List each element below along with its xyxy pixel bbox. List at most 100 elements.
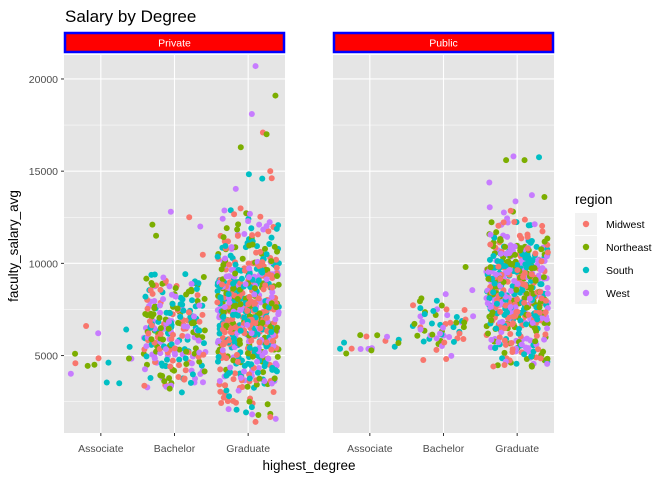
data-point: [272, 360, 279, 367]
data-point: [460, 335, 467, 342]
data-point: [84, 362, 91, 369]
data-point: [174, 305, 181, 312]
data-point: [162, 346, 169, 353]
data-point: [194, 331, 201, 338]
data-point: [274, 353, 281, 360]
data-point: [517, 247, 524, 254]
data-point: [232, 185, 239, 192]
data-point: [527, 337, 534, 344]
data-point: [523, 264, 530, 271]
data-point: [215, 353, 222, 360]
data-point: [246, 210, 253, 217]
data-point: [275, 309, 282, 316]
data-point: [196, 358, 203, 365]
data-point: [486, 295, 493, 302]
data-point: [176, 346, 183, 353]
x-tick-label: Bachelor: [154, 443, 196, 455]
data-point: [528, 271, 535, 278]
data-point: [441, 339, 448, 346]
data-points: [67, 63, 282, 425]
data-point: [224, 398, 231, 405]
data-point: [174, 338, 181, 345]
data-point: [537, 355, 544, 362]
data-point: [143, 343, 150, 350]
data-point: [496, 334, 503, 341]
data-point: [103, 379, 110, 386]
data-point: [249, 353, 256, 360]
data-point: [273, 256, 280, 263]
data-point: [195, 280, 202, 287]
data-point: [225, 406, 232, 413]
data-point: [524, 245, 531, 252]
data-point: [265, 228, 272, 235]
data-point: [460, 324, 467, 331]
data-point: [83, 323, 90, 330]
data-point: [166, 283, 173, 290]
data-point: [497, 250, 504, 257]
data-point: [105, 359, 112, 366]
data-point: [507, 330, 514, 337]
data-point: [500, 209, 507, 216]
data-point: [239, 384, 246, 391]
data-point: [176, 362, 183, 369]
data-point: [495, 222, 502, 229]
data-point: [183, 360, 190, 367]
data-point: [486, 256, 493, 263]
data-point: [433, 346, 440, 353]
data-point: [245, 218, 252, 225]
data-point: [169, 357, 176, 364]
data-point: [533, 332, 540, 339]
data-point: [233, 406, 240, 413]
data-point: [240, 368, 247, 375]
data-point: [222, 243, 229, 250]
data-point: [539, 222, 546, 229]
data-point: [230, 280, 237, 287]
data-point: [222, 255, 229, 262]
data-point: [259, 175, 266, 182]
data-point: [244, 321, 251, 328]
data-point: [219, 215, 226, 222]
data-point: [248, 225, 255, 232]
data-point: [439, 324, 446, 331]
data-point: [433, 297, 440, 304]
data-point: [539, 315, 546, 322]
data-point: [197, 223, 204, 230]
data-point: [357, 346, 364, 353]
data-point: [219, 334, 226, 341]
data-point: [172, 285, 179, 292]
data-point: [537, 288, 544, 295]
data-point: [229, 311, 236, 318]
data-point: [255, 295, 262, 302]
data-point: [521, 157, 528, 164]
data-point: [272, 316, 279, 323]
data-point: [186, 214, 193, 221]
data-point: [268, 380, 275, 387]
x-tick-label: Graduate: [226, 443, 270, 455]
data-point: [219, 347, 226, 354]
data-point: [273, 264, 280, 271]
data-point: [343, 350, 350, 357]
data-point: [442, 291, 449, 298]
legend-marker: [582, 289, 590, 297]
data-point: [234, 226, 241, 233]
data-point: [245, 171, 252, 178]
data-point: [269, 338, 276, 345]
data-point: [237, 144, 244, 151]
data-point: [544, 360, 551, 367]
data-point: [166, 375, 173, 382]
data-point: [502, 341, 509, 348]
data-point: [509, 283, 516, 290]
data-point: [183, 348, 190, 355]
data-point: [230, 357, 237, 364]
data-point: [266, 241, 273, 248]
data-point: [169, 300, 176, 307]
data-point: [254, 369, 261, 376]
data-point: [450, 324, 457, 331]
data-point: [267, 413, 274, 420]
data-point: [429, 331, 436, 338]
data-point: [221, 303, 228, 310]
data-point: [196, 318, 203, 325]
data-point: [488, 219, 495, 226]
data-point: [254, 358, 261, 365]
y-tick-label: 15000: [29, 166, 58, 178]
